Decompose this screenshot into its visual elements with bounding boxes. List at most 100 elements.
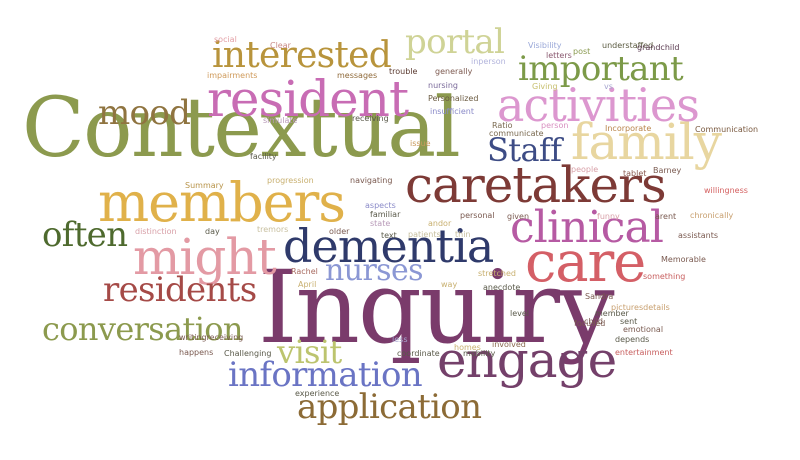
cloud-word: happens (179, 348, 214, 357)
cloud-word: Communication (695, 125, 759, 134)
cloud-word: Incorporate (605, 124, 652, 133)
cloud-word: Staff (487, 131, 562, 169)
cloud-word: involved (492, 340, 526, 349)
cloud-word: post (573, 47, 591, 56)
cloud-word: caretakers (405, 156, 667, 214)
cloud-word: state (370, 219, 391, 228)
cloud-word: picturesdetails (611, 303, 670, 312)
cloud-word: child (584, 317, 603, 326)
cloud-word: information (228, 355, 423, 395)
cloud-word: coordinate (397, 349, 440, 358)
cloud-word: resident (207, 70, 409, 128)
cloud-word: messages (337, 71, 378, 80)
cloud-word: often (42, 215, 128, 255)
cloud-word: simulate (263, 116, 298, 125)
cloud-word: might (133, 228, 277, 286)
cloud-word: grandchild (637, 43, 680, 52)
cloud-word: Clear (270, 41, 291, 50)
cloud-word: Ratio (492, 121, 513, 130)
cloud-word: tremors (257, 225, 289, 234)
cloud-word: arent (655, 212, 677, 221)
cloud-word: funny (597, 212, 620, 221)
cloud-word: members (98, 171, 346, 234)
cloud-word: receiving (352, 114, 389, 123)
cloud-word: nurses (325, 253, 424, 288)
cloud-word: Challenging (224, 349, 272, 358)
cloud-word: residents (103, 270, 257, 310)
cloud-word: homes (454, 343, 481, 352)
cloud-word: April (298, 280, 317, 289)
cloud-word: progression (267, 176, 314, 185)
cloud-word: depends (615, 335, 650, 344)
cloud-word: Personalized (428, 94, 479, 103)
cloud-word: Rachel (291, 267, 318, 276)
cloud-word: visit (277, 333, 342, 371)
cloud-word: dementia (283, 219, 494, 273)
cloud-word: vs (604, 82, 613, 91)
cloud-word: aspects (365, 201, 396, 210)
cloud-word: sent (620, 317, 638, 326)
cloud-word: Sandra (585, 292, 614, 301)
cloud-word: chronically (690, 211, 734, 220)
cloud-word: entertainment (615, 348, 673, 357)
cloud-word: Inquiry (258, 249, 615, 366)
cloud-word: insufficient (430, 107, 475, 116)
cloud-word: Memorable (661, 255, 706, 264)
cloud-word: engage (437, 331, 617, 389)
cloud-word: assistants (678, 231, 719, 240)
cloud-word: patients (408, 230, 441, 239)
cloud-word: mobility (463, 349, 496, 358)
cloud-word: portal (405, 22, 505, 62)
cloud-word: care (525, 230, 646, 295)
cloud-word: important (518, 49, 684, 89)
cloud-word: personal (460, 211, 495, 220)
cloud-word: Summary (185, 181, 224, 190)
cloud-word: inperson (471, 57, 506, 66)
cloud-word: thin (455, 230, 471, 239)
cloud-word: issue (410, 139, 431, 148)
cloud-word: older (329, 227, 350, 236)
cloud-word: navigating (350, 176, 393, 185)
cloud-word: nursing (428, 81, 458, 90)
cloud-word: facility (250, 152, 277, 161)
cloud-word: understaffed (602, 41, 654, 50)
cloud-word: text (381, 231, 397, 240)
cloud-word: people (571, 165, 599, 174)
cloud-word: distinction (135, 227, 177, 236)
cloud-word: Visibility (528, 41, 562, 50)
cloud-word: clinical (510, 202, 664, 253)
cloud-word: something (643, 272, 686, 281)
cloud-word: member (595, 309, 629, 318)
cloud-word: tablet (623, 169, 647, 178)
cloud-word: anecdote (483, 283, 521, 292)
cloud-word: given (507, 212, 530, 221)
cloud-word: day (205, 227, 220, 236)
cloud-word: way (441, 280, 458, 289)
cloud-word: activities (497, 78, 700, 132)
cloud-word: emotional (623, 325, 664, 334)
cloud-word: stretched (478, 269, 516, 278)
cloud-word: letters (546, 51, 572, 60)
cloud-word: willingness (704, 186, 748, 195)
cloud-word: communicate (489, 129, 544, 138)
cloud-word: familiar (370, 210, 401, 219)
cloud-word: family (571, 113, 722, 171)
cloud-word: less (392, 335, 408, 344)
cloud-word: Barney (653, 166, 682, 175)
cloud-word: impairments (207, 71, 258, 80)
cloud-word: Contextual (22, 81, 461, 176)
cloud-word: generally (435, 67, 473, 76)
cloud-word: conversation (42, 310, 244, 348)
cloud-word: experience (295, 389, 340, 398)
cloud-word: mood (98, 93, 191, 133)
cloud-word: Giving (532, 82, 558, 91)
cloud-word: person (541, 121, 569, 130)
cloud-word: focused (574, 319, 606, 328)
cloud-word: trouble (389, 67, 418, 76)
cloud-word: writingreceiving (179, 333, 244, 342)
cloud-word: social (214, 35, 237, 44)
cloud-word: andor (428, 219, 452, 228)
cloud-word: interested (212, 35, 392, 76)
cloud-word: level (510, 309, 530, 318)
